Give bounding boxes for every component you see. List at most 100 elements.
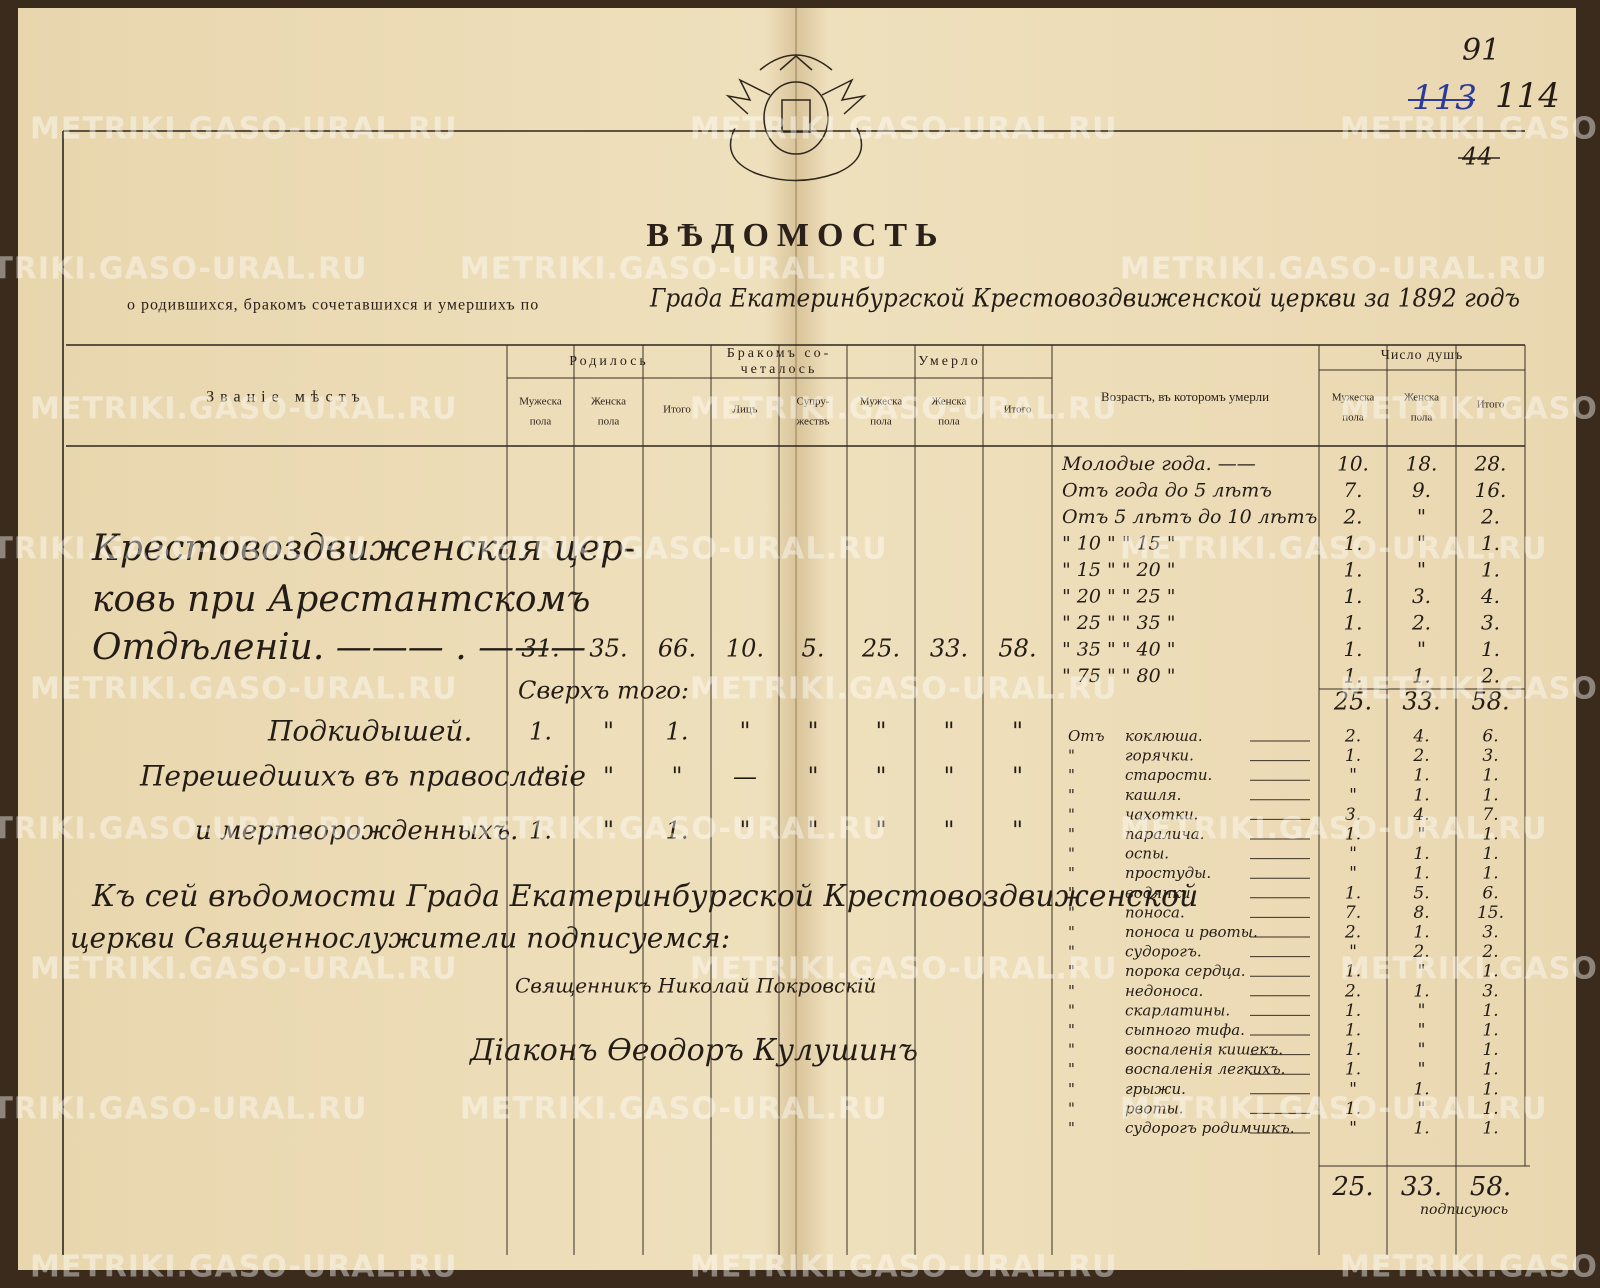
number: 1. [1413, 864, 1429, 884]
number: 1. [1481, 558, 1500, 582]
number: 1. [1343, 584, 1362, 608]
number: 9. [1412, 478, 1431, 502]
header-souls: Число душъ [1381, 348, 1463, 363]
cause-label: воспаленія кишекъ. [1125, 1041, 1283, 1059]
cause-label: оспы. [1125, 845, 1169, 863]
number: 2. [1342, 505, 1362, 529]
cause-mark: " [1068, 943, 1075, 961]
number: 3. [1482, 746, 1498, 766]
cell: " [943, 718, 954, 746]
age-label: " 10 " " 15 " [1062, 533, 1176, 555]
cause-label: простуды. [1125, 864, 1211, 882]
subtitle-handwritten: Града Екатеринбургской Крестовоздвиженск… [649, 284, 1520, 313]
cause-mark: " [1068, 766, 1075, 784]
number: 8. [1413, 903, 1429, 923]
cell: " [535, 763, 546, 791]
number: 25. [1333, 688, 1372, 716]
number: 2. [1481, 942, 1498, 962]
age-label: " 20 " " 25 " [1062, 586, 1176, 608]
cause-mark: " [1068, 1001, 1075, 1019]
number: 4. [1412, 727, 1429, 747]
number: 1. [1413, 844, 1429, 864]
cause-mark: " [1068, 1021, 1075, 1039]
number: " [1349, 1079, 1357, 1099]
number: 18. [1406, 452, 1438, 476]
number: " [1418, 1060, 1426, 1080]
besides: Сверхъ того: [518, 677, 689, 705]
cause-mark: " [1068, 1099, 1075, 1117]
number: 2. [1344, 727, 1361, 747]
number: 1. [1482, 1040, 1498, 1060]
number: " [1418, 1040, 1426, 1060]
column-header: Лицъ [733, 404, 758, 416]
group-title: Бракомъ со- [727, 346, 832, 361]
cell: " [1012, 817, 1023, 845]
cause-mark: " [1068, 747, 1075, 765]
cell: 1. [529, 817, 552, 845]
watermark: METRIKI.GASO-URAL.RU [1120, 532, 1548, 567]
cause-label: поноса. [1125, 903, 1185, 921]
number: 58. [1470, 1172, 1511, 1202]
watermark: METRIKI.GASO-URAL.RU [0, 812, 368, 847]
number: " [1349, 1119, 1357, 1139]
cell: 1. [666, 718, 689, 746]
cause-label: порока сердца. [1125, 962, 1246, 980]
age-label: " 75 " " 80 " [1062, 665, 1176, 687]
number: 1. [1482, 962, 1498, 982]
number: 7. [1345, 903, 1361, 923]
column-header: Мужеска [519, 396, 562, 408]
cause-mark: " [1068, 962, 1075, 980]
number: 2. [1480, 664, 1500, 688]
number: 1. [1413, 1119, 1429, 1139]
cause-label: коклюша. [1125, 727, 1203, 745]
number: 1. [1482, 1119, 1498, 1139]
cell: " [603, 763, 614, 791]
cause-mark: " [1068, 884, 1075, 902]
sheet-number-new: 114 [1495, 76, 1560, 116]
cell: 1. [529, 718, 552, 746]
cause-label: воспаленія легкихъ. [1125, 1060, 1285, 1078]
cause-label: старости. [1125, 766, 1212, 784]
row-label: Подкидышей. [267, 715, 472, 748]
number: 1. [1481, 531, 1500, 555]
watermark: METRIKI.GASO-URAL.RU [460, 1092, 888, 1127]
header-age: Возрастъ, въ которомъ умерли [1101, 389, 1269, 404]
number: 6. [1482, 727, 1498, 747]
watermark: METRIKI.GASO-URAL.RU [690, 952, 1118, 987]
cause-mark: " [1068, 1080, 1075, 1098]
row-label: ковь при Арестантскомъ [92, 579, 590, 620]
cause-label: кашля. [1125, 786, 1181, 804]
number: 1. [1482, 825, 1498, 845]
number: 1. [1482, 864, 1498, 884]
watermark: METRIKI.GASO-URAL.RU [460, 532, 888, 567]
watermark: METRIKI.GASO-URAL.RU [1120, 252, 1548, 287]
number: 15. [1477, 903, 1504, 923]
cell: 35. [589, 635, 627, 663]
number: 1. [1343, 664, 1362, 688]
watermark: METRIKI.GASO-URAL.RU [690, 672, 1118, 707]
cell: " [603, 718, 614, 746]
number: " [1418, 962, 1426, 982]
number: 1. [1413, 1079, 1429, 1099]
group-title: Умерло [918, 354, 981, 369]
number: " [1349, 785, 1357, 805]
watermark: METRIKI.GASO-URAL.RU [460, 252, 888, 287]
cell: 5. [802, 635, 825, 663]
row-label: и мертворожденныхъ. [195, 816, 518, 846]
number: 1. [1343, 637, 1362, 661]
number: 1. [1345, 1001, 1361, 1021]
row-label: Крестовоздвиженская цер- [91, 528, 635, 569]
cause-mark: " [1068, 982, 1075, 1000]
number: " [1418, 825, 1426, 845]
watermark: METRIKI.GASO-URAL.RU [30, 112, 458, 147]
number: " [1417, 531, 1426, 555]
frame [62, 130, 1530, 1255]
watermark: METRIKI.GASO-URAL.RU [1120, 1092, 1548, 1127]
watermark: METRIKI.GASO-URAL.RU [30, 392, 458, 427]
cause-label: горячки. [1125, 747, 1194, 765]
cause-label: судорогъ. [1125, 943, 1202, 961]
cell: 25. [861, 635, 900, 663]
column-header: пола [530, 416, 552, 428]
title: ВѢДОМОСТЬ [646, 217, 945, 254]
